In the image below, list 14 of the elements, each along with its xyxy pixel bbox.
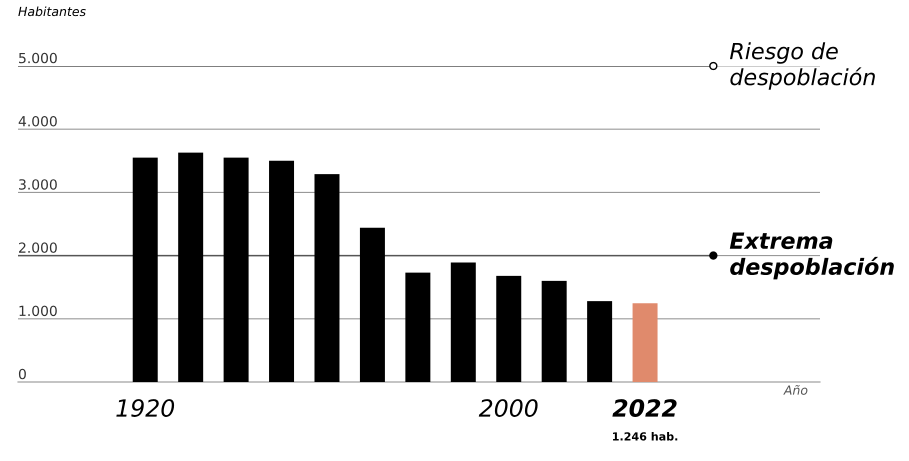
y-axis-title: Habitantes <box>18 6 86 16</box>
text: Año <box>783 384 808 395</box>
y-tick-label: 2.000 <box>19 242 57 253</box>
y-tick-label: 4.000 <box>18 116 57 127</box>
y-tick-label: 5.000 <box>19 52 57 64</box>
y-tick-label: 0 <box>18 368 26 380</box>
x-tick-label: 2000 <box>478 399 538 417</box>
ref-line-label: Riesgo de despoblación <box>730 42 875 90</box>
ref-line-label: Extrema despoblación <box>730 232 894 280</box>
text: 1.246 hab. <box>613 432 678 441</box>
x-tick-label: 2022 <box>612 399 677 417</box>
y-tick-label: 1.000 <box>20 306 57 316</box>
x-tick-label: 1920 <box>116 399 174 417</box>
y-tick-label: 3.000 <box>19 179 57 190</box>
